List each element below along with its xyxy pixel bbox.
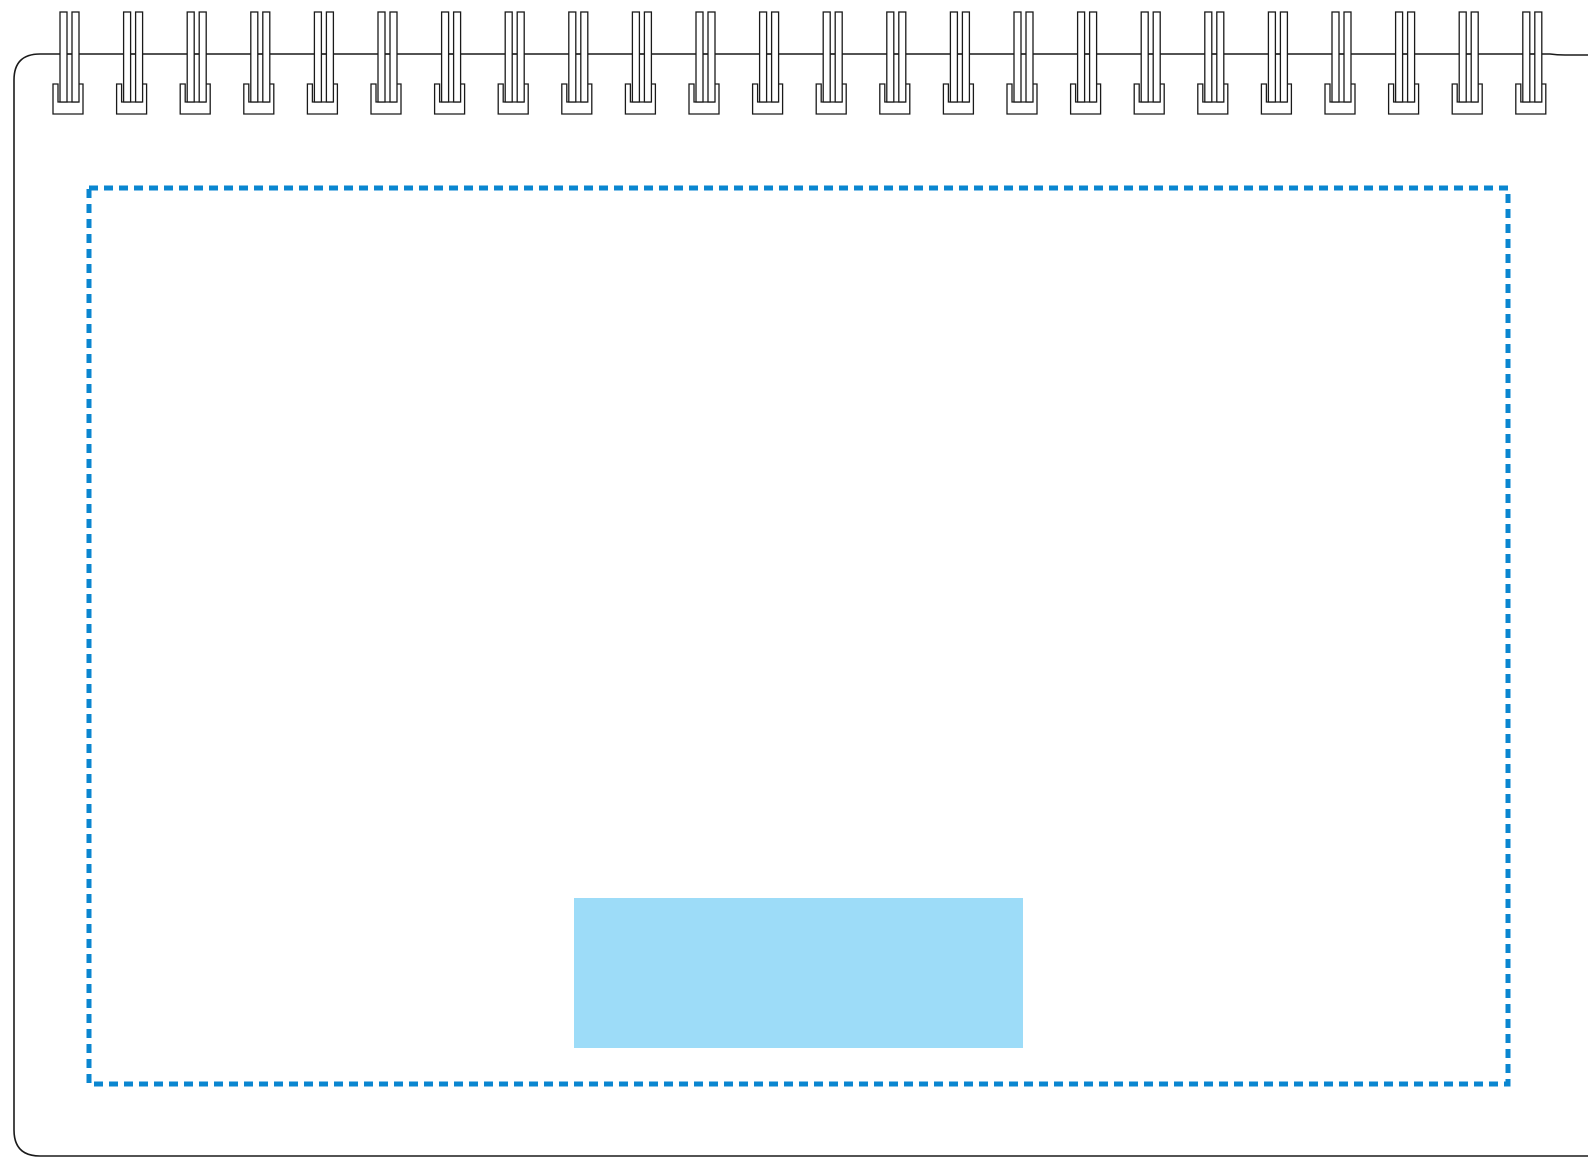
spiral-ring [1260, 11, 1293, 115]
spiral-ring [1387, 11, 1420, 115]
spiral-ring [115, 11, 148, 115]
spiral-ring [243, 11, 275, 115]
spiral-ring [497, 11, 529, 115]
spiral-ring [52, 11, 84, 115]
spiral-ring [561, 11, 593, 115]
spiral-ring [306, 11, 339, 115]
spiral-ring [815, 11, 847, 115]
spiral-ring [1515, 11, 1547, 115]
spiral-ring [1133, 11, 1165, 115]
spiral-binding [52, 11, 1547, 115]
notebook-cover-outline [13, 53, 1588, 1157]
spiral-ring [1451, 11, 1483, 115]
spiral-ring [433, 11, 466, 115]
spiral-ring [624, 11, 657, 115]
spiral-ring [370, 11, 402, 115]
spiral-ring [1324, 11, 1356, 115]
spiral-ring [751, 11, 784, 115]
spiral-ring [879, 11, 911, 115]
spiral-ring [1197, 11, 1229, 115]
logo-placement-area [574, 898, 1023, 1048]
spiral-ring [179, 11, 211, 115]
spiral-ring [688, 11, 720, 115]
spiral-ring [942, 11, 975, 115]
spiral-ring [1006, 11, 1038, 115]
spiral-ring [1069, 11, 1102, 115]
print-area-border [86, 185, 1511, 1087]
